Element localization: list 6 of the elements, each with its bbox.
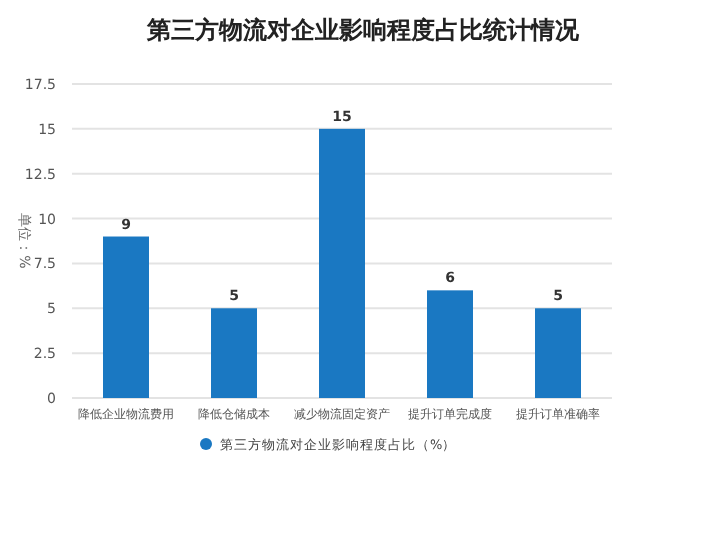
bar — [319, 128, 365, 398]
chart-title: 第三方物流对企业影响程度占比统计情况 — [145, 16, 581, 44]
bar — [427, 290, 473, 398]
bar — [535, 308, 581, 398]
bar — [211, 308, 257, 398]
bar — [103, 236, 149, 398]
